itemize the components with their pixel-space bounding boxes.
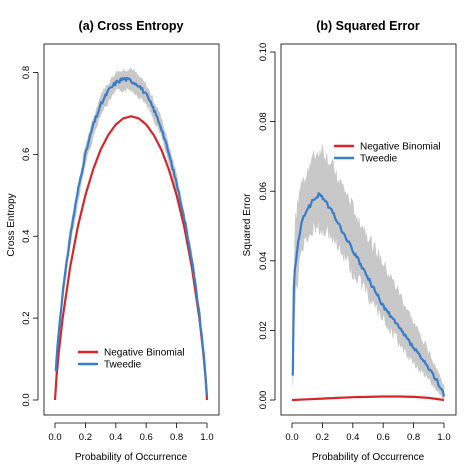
plot-frame: [43, 43, 220, 416]
y-tick-label: 0.06: [258, 182, 269, 201]
panel-squared-error: (b) Squared Error Squared Error Probabil…: [242, 19, 457, 463]
x-tick-label: 0.6: [377, 432, 390, 443]
x-axis-label-a: Probability of Occurrence: [75, 452, 188, 463]
x-tick-label: 1.0: [200, 432, 213, 443]
x-axis-label-b: Probability of Occurrence: [312, 452, 425, 463]
legend-label: Negative Binomial: [104, 348, 185, 359]
y-tick-label: 0.6: [21, 148, 32, 161]
y-tick-label: 0.00: [258, 391, 269, 410]
x-tick-label: 0.8: [407, 432, 420, 443]
y-tick-label: 0.02: [258, 321, 269, 340]
x-tick-label: 0.2: [316, 432, 329, 443]
x-tick-label: 0.0: [285, 432, 298, 443]
legend-label: Negative Binomial: [360, 142, 441, 153]
plot-area-a: 0.0 0.2 0.4 0.6 0.8 1.0 0.0 0.2 0.4 0.6 0.8 Negativ…: [21, 43, 220, 443]
legend-label: Tweedie: [360, 154, 398, 165]
x-tick-label: 0.2: [79, 432, 92, 443]
chart-title-b: (b) Squared Error: [316, 19, 420, 33]
variability-band: [292, 144, 445, 400]
y-tick-label: 0.0: [21, 393, 32, 406]
x-tick-label: 0.4: [346, 432, 359, 443]
plot-frame: [280, 43, 457, 416]
x-tick-label: 0.0: [48, 432, 61, 443]
x-tick-label: 0.4: [109, 432, 122, 443]
series-line-negative-binomial: [291, 395, 445, 402]
x-tick-label: 1.0: [437, 432, 450, 443]
y-axis-label-b: Squared Error: [242, 193, 253, 256]
y-tick-label: 0.04: [258, 252, 269, 271]
panel-cross-entropy: (a) Cross Entropy Cross Entropy Probabil…: [6, 19, 220, 463]
y-axis-label-a: Cross Entropy: [6, 193, 17, 256]
y-tick-label: 0.2: [21, 312, 32, 325]
y-tick-label: 0.4: [21, 230, 32, 243]
x-tick-label: 0.6: [140, 432, 153, 443]
y-tick-label: 0.08: [258, 112, 269, 131]
x-tick-label: 0.8: [170, 432, 183, 443]
series-line-tweedie: [54, 76, 209, 396]
legend-label: Tweedie: [104, 360, 142, 371]
series-line-negative-binomial: [53, 115, 209, 401]
y-tick-label: 0.10: [258, 43, 269, 62]
chart-title-a: (a) Cross Entropy: [79, 19, 184, 33]
series-line-tweedie: [291, 192, 446, 397]
y-tick-label: 0.8: [21, 66, 32, 79]
plot-area-b: 0.0 0.2 0.4 0.6 0.8 1.0 0.00 0.02 0.04 0.06 0.08 0.…: [258, 43, 457, 443]
